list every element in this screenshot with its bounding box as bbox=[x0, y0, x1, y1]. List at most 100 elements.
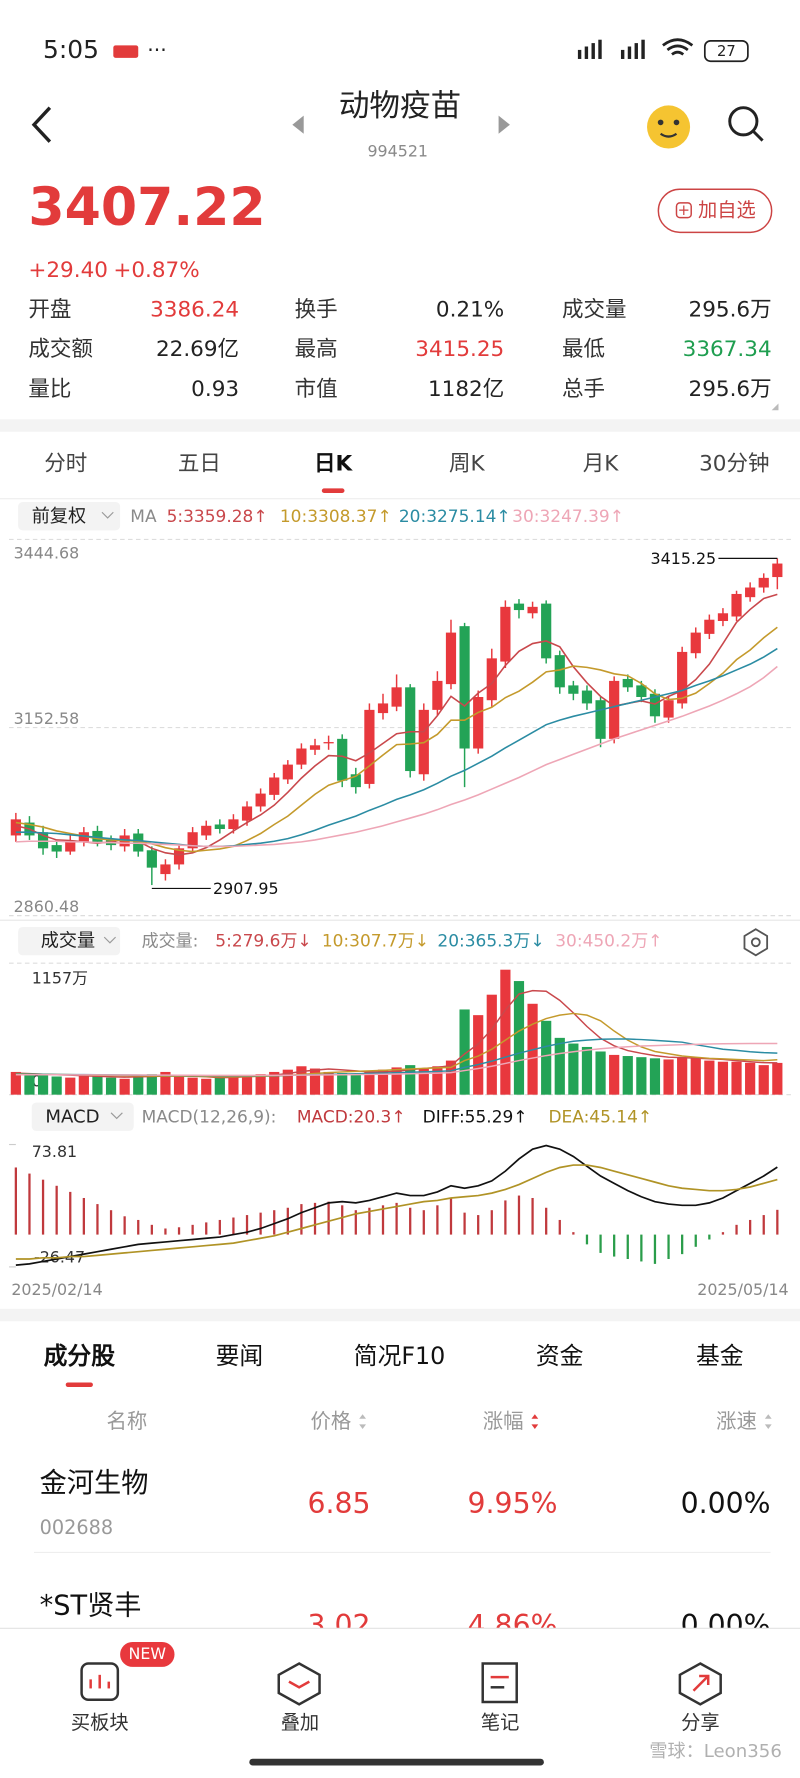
expand-corner[interactable] bbox=[771, 403, 779, 411]
y-tick-label: 3444.68 bbox=[14, 544, 80, 563]
volume-bar bbox=[595, 1051, 606, 1095]
candle-body bbox=[500, 606, 511, 662]
mascot-icon[interactable] bbox=[647, 105, 691, 149]
macd-bar bbox=[545, 1207, 548, 1235]
ma-legend: 30:3247.39↑ bbox=[512, 507, 624, 527]
column-header[interactable]: 涨幅 bbox=[483, 1409, 524, 1433]
nav-label[interactable]: 买板块 bbox=[71, 1711, 129, 1734]
nav-label[interactable]: 叠加 bbox=[281, 1711, 320, 1734]
new-badge bbox=[120, 1641, 175, 1667]
stock-price: 6.85 bbox=[307, 1487, 370, 1520]
macd-bar bbox=[708, 1234, 711, 1240]
volume-bar bbox=[745, 1062, 756, 1095]
search-icon[interactable] bbox=[728, 106, 764, 142]
back-button[interactable] bbox=[31, 106, 52, 143]
period-tab[interactable]: 30分钟 bbox=[699, 452, 769, 477]
stock-name[interactable]: 金河生物 bbox=[40, 1468, 149, 1499]
candle-body bbox=[92, 830, 103, 842]
volume-bar bbox=[241, 1075, 253, 1095]
nav-items: 买板块 叠加 笔记 分享 bbox=[71, 1711, 720, 1734]
dropdown-arrow bbox=[101, 511, 114, 519]
stat-value: 1182亿 bbox=[428, 377, 504, 402]
volume-bar bbox=[228, 1076, 239, 1095]
volume-legend: 5:279.6万↓ bbox=[215, 932, 311, 952]
stock-name[interactable]: *ST贤丰 bbox=[40, 1590, 142, 1621]
column-header: 名称 bbox=[107, 1409, 148, 1433]
max-label: 3415.25 bbox=[651, 549, 717, 568]
period-tab[interactable]: 分时 bbox=[44, 452, 87, 477]
section-tab[interactable]: 成分股 bbox=[44, 1342, 116, 1370]
volume-bar bbox=[622, 1056, 633, 1095]
macd-bar bbox=[653, 1234, 657, 1264]
macd-bar bbox=[599, 1234, 602, 1253]
section-tab[interactable]: 要闻 bbox=[216, 1342, 264, 1370]
nav-label[interactable]: 笔记 bbox=[481, 1711, 520, 1734]
macd-bar bbox=[368, 1207, 371, 1235]
volume-bar bbox=[133, 1075, 144, 1095]
add-watchlist-button[interactable] bbox=[657, 188, 773, 234]
stat-label: 市值 bbox=[295, 377, 338, 402]
macd-bar bbox=[245, 1215, 249, 1235]
section-tab[interactable]: 基金 bbox=[696, 1342, 744, 1370]
volume-bar bbox=[51, 1076, 62, 1095]
macd-bar bbox=[205, 1222, 208, 1235]
change-percent: +0.87% bbox=[113, 258, 199, 283]
indicator-selector[interactable] bbox=[18, 926, 121, 956]
volume-bar bbox=[473, 1015, 484, 1095]
candle-body bbox=[201, 825, 212, 836]
volume-bar bbox=[65, 1077, 76, 1095]
candle-body bbox=[10, 819, 21, 836]
stat-label: 量比 bbox=[28, 377, 71, 402]
candle-body bbox=[690, 632, 701, 654]
volume-bar bbox=[758, 1065, 769, 1095]
stat-value: 22.69亿 bbox=[156, 337, 239, 362]
period-tab[interactable]: 日K bbox=[314, 452, 354, 477]
period-tab[interactable]: 五日 bbox=[178, 452, 221, 477]
section-tabs: 成分股 要闻 简况F10 资金 基金 bbox=[44, 1342, 744, 1388]
ma-line bbox=[15, 665, 778, 848]
section-tab[interactable]: 资金 bbox=[536, 1342, 584, 1370]
candle-body bbox=[78, 832, 89, 842]
nav-label[interactable]: 分享 bbox=[681, 1711, 720, 1734]
settings-icon[interactable] bbox=[743, 928, 769, 957]
column-header[interactable]: 涨速 bbox=[716, 1409, 757, 1433]
prev-arrow[interactable] bbox=[292, 115, 304, 134]
charts: 2860.48 3152.58 3444.68 5:3359.28↑ 10:3308.3… bbox=[0, 507, 800, 1299]
price: 3407.22 bbox=[28, 178, 265, 238]
macd-bar bbox=[123, 1216, 126, 1235]
stat-label: 开盘 bbox=[28, 298, 71, 323]
column-header[interactable]: 价格 bbox=[310, 1409, 351, 1433]
macd-bar bbox=[137, 1219, 140, 1235]
candle-body bbox=[432, 680, 443, 710]
volume-bar bbox=[772, 1062, 783, 1095]
indicator-selector[interactable] bbox=[31, 1102, 134, 1131]
macd-bar bbox=[463, 1212, 466, 1235]
candle-body bbox=[391, 687, 402, 707]
y-tick-label: 2860.48 bbox=[14, 897, 80, 916]
candle-body bbox=[677, 651, 688, 704]
macd-bar bbox=[286, 1207, 289, 1235]
volume-legend: 20:365.3万↓ bbox=[437, 932, 544, 952]
period-tab[interactable]: 周K bbox=[449, 452, 486, 477]
macd-bar bbox=[341, 1205, 344, 1235]
macd-bar bbox=[735, 1224, 738, 1235]
period-tab[interactable]: 月K bbox=[583, 452, 620, 477]
macd-bar bbox=[762, 1215, 765, 1235]
adjust-selector[interactable] bbox=[18, 502, 121, 531]
volume-legend: 30:450.2万↑ bbox=[555, 932, 662, 952]
volume-bar bbox=[255, 1074, 266, 1095]
volume-bar bbox=[105, 1077, 117, 1095]
title: 动物疫苗 bbox=[339, 89, 461, 124]
candle-body bbox=[459, 626, 470, 749]
section-tab[interactable]: 简况F10 bbox=[354, 1342, 446, 1370]
volume-bar bbox=[350, 1074, 361, 1095]
macd-bar bbox=[531, 1197, 534, 1235]
macd-bar bbox=[28, 1173, 31, 1235]
candle-body bbox=[704, 619, 715, 634]
macd-bar bbox=[517, 1195, 521, 1235]
stat-label: 成交额 bbox=[28, 337, 93, 362]
candle-body bbox=[350, 774, 361, 788]
next-arrow[interactable] bbox=[498, 115, 510, 134]
